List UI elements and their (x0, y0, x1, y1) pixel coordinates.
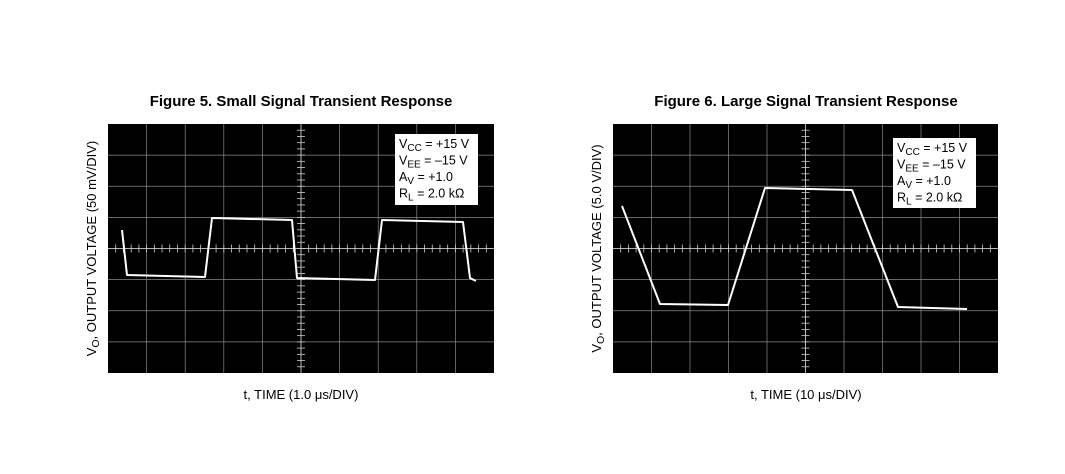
condition-symbol: V (399, 137, 408, 151)
figure: Figure 6. Large Signal Transient Respons… (589, 93, 998, 402)
conditions-box (893, 138, 976, 208)
waveform-trace (621, 187, 968, 310)
condition-symbol: R (897, 191, 906, 205)
condition: AV = +1.0 (897, 174, 951, 191)
y-axis-label-symbol: V (84, 347, 99, 356)
condition-text: = 2.0 kΩ (912, 191, 963, 205)
figure-title: Figure 6. Large Signal Transient Respons… (654, 93, 957, 110)
y-axis-label-symbol: V (589, 344, 604, 353)
condition: AV = +1.0 (399, 170, 453, 187)
y-axis-label-text: , OUTPUT VOLTAGE (50 mV/DIV) (84, 141, 99, 340)
condition: VEE = –15 V (399, 154, 468, 171)
waveform-trace (121, 217, 477, 282)
condition-sub: V (905, 180, 912, 191)
condition-symbol: V (399, 154, 408, 168)
y-axis-label-sub: O (91, 339, 102, 347)
condition-symbol: V (897, 141, 906, 155)
condition: VCC = +15 V (897, 141, 968, 158)
condition-text: = +1.0 (912, 174, 951, 188)
y-axis-label-text: , OUTPUT VOLTAGE (5.0 V/DIV) (589, 144, 604, 335)
condition-sub: CC (905, 147, 919, 158)
conditions-box (395, 134, 478, 205)
condition: VEE = –15 V (897, 158, 966, 175)
condition-sub: V (407, 176, 414, 187)
condition-text: = –15 V (919, 158, 967, 172)
figure-title: Figure 5. Small Signal Transient Respons… (150, 93, 453, 110)
x-axis-label: t, TIME (1.0 μs/DIV) (244, 387, 359, 402)
condition-text: = +15 V (920, 141, 968, 155)
condition-text: = +1.0 (414, 170, 453, 184)
figure: Figure 5. Small Signal Transient Respons… (84, 93, 494, 402)
condition-sub: CC (407, 143, 421, 154)
y-axis-label-sub: O (596, 336, 607, 344)
condition-text: = –15 V (421, 154, 469, 168)
condition-text: = +15 V (422, 137, 470, 151)
condition-symbol: A (399, 170, 408, 184)
condition-sub: L (408, 193, 414, 204)
y-axis-label: VO, OUTPUT VOLTAGE (5.0 V/DIV) (589, 144, 607, 352)
condition-sub: EE (905, 164, 919, 175)
y-axis-label: VO, OUTPUT VOLTAGE (50 mV/DIV) (84, 141, 102, 356)
condition-symbol: V (897, 158, 906, 172)
condition-sub: EE (407, 160, 421, 171)
condition-symbol: R (399, 187, 408, 201)
x-axis-label: t, TIME (10 μs/DIV) (750, 387, 861, 402)
condition-text: = 2.0 kΩ (414, 187, 465, 201)
condition: RL = 2.0 kΩ (399, 187, 464, 204)
condition-sub: L (906, 197, 912, 208)
condition-symbol: A (897, 174, 906, 188)
condition: VCC = +15 V (399, 137, 470, 154)
condition: RL = 2.0 kΩ (897, 191, 962, 208)
